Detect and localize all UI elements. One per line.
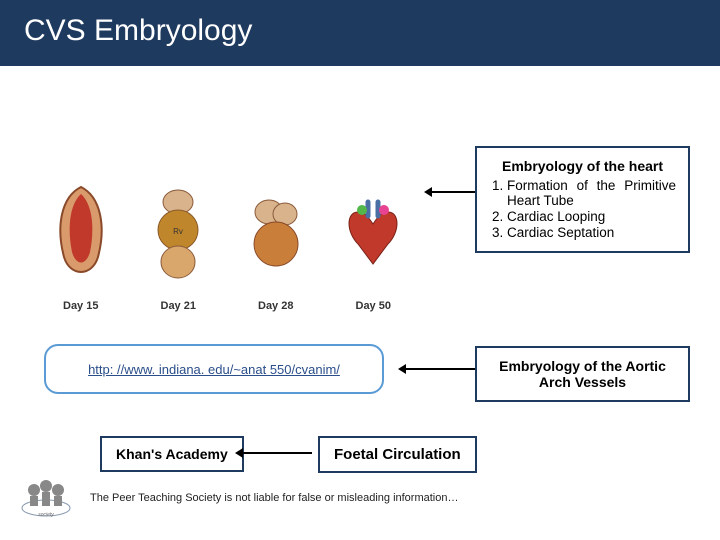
resource-link[interactable]: http: //www. indiana. edu/~anat 550/cvan… xyxy=(88,362,340,377)
box-header: Embryology of the heart xyxy=(489,158,676,174)
disclaimer-text: The Peer Teaching Society is not liable … xyxy=(90,492,458,504)
arrow-icon xyxy=(431,191,475,193)
stage-label: Day 28 xyxy=(258,300,293,312)
embryo-shape-icon xyxy=(241,172,311,292)
arrow-icon xyxy=(242,452,312,454)
list-item: Cardiac Septation xyxy=(507,225,676,240)
stage-day21: Rv Day 21 xyxy=(143,172,213,312)
stage-day15: Day 15 xyxy=(46,172,116,312)
list-item: Formation of the Primitive Heart Tube xyxy=(507,178,676,208)
title-bar: CVS Embryology xyxy=(0,0,720,66)
list-item: Cardiac Looping xyxy=(507,209,676,224)
embryo-diagram: Day 15 Rv Day 21 Day 28 xyxy=(32,112,422,312)
svg-text:society: society xyxy=(38,512,54,518)
box-text: Khan's Academy xyxy=(116,446,228,462)
khan-academy-box: Khan's Academy xyxy=(100,436,244,472)
box-text: Embryology of the Aortic Arch Vessels xyxy=(499,358,666,390)
svg-text:Rv: Rv xyxy=(173,227,183,236)
page-title: CVS Embryology xyxy=(24,14,696,48)
heart-steps-list: Formation of the Primitive Heart Tube Ca… xyxy=(507,178,676,240)
arrow-icon xyxy=(405,368,475,370)
aortic-arch-box: Embryology of the Aortic Arch Vessels xyxy=(475,346,690,402)
embryo-shape-icon: Rv xyxy=(143,172,213,292)
stage-label: Day 50 xyxy=(356,300,391,312)
content-area: Day 15 Rv Day 21 Day 28 xyxy=(0,66,720,526)
heart-embryology-box: Embryology of the heart Formation of the… xyxy=(475,146,690,253)
stage-label: Day 21 xyxy=(161,300,196,312)
heart-icon xyxy=(338,172,408,292)
box-text: Foetal Circulation xyxy=(334,446,461,463)
peer-teaching-logo-icon: society xyxy=(18,472,74,518)
stage-day28: Day 28 xyxy=(241,172,311,312)
stage-day50: Day 50 xyxy=(338,172,408,312)
foetal-circulation-box: Foetal Circulation xyxy=(318,436,477,473)
stage-label: Day 15 xyxy=(63,300,98,312)
resource-link-box: http: //www. indiana. edu/~anat 550/cvan… xyxy=(44,344,384,394)
embryo-shape-icon xyxy=(46,172,116,292)
